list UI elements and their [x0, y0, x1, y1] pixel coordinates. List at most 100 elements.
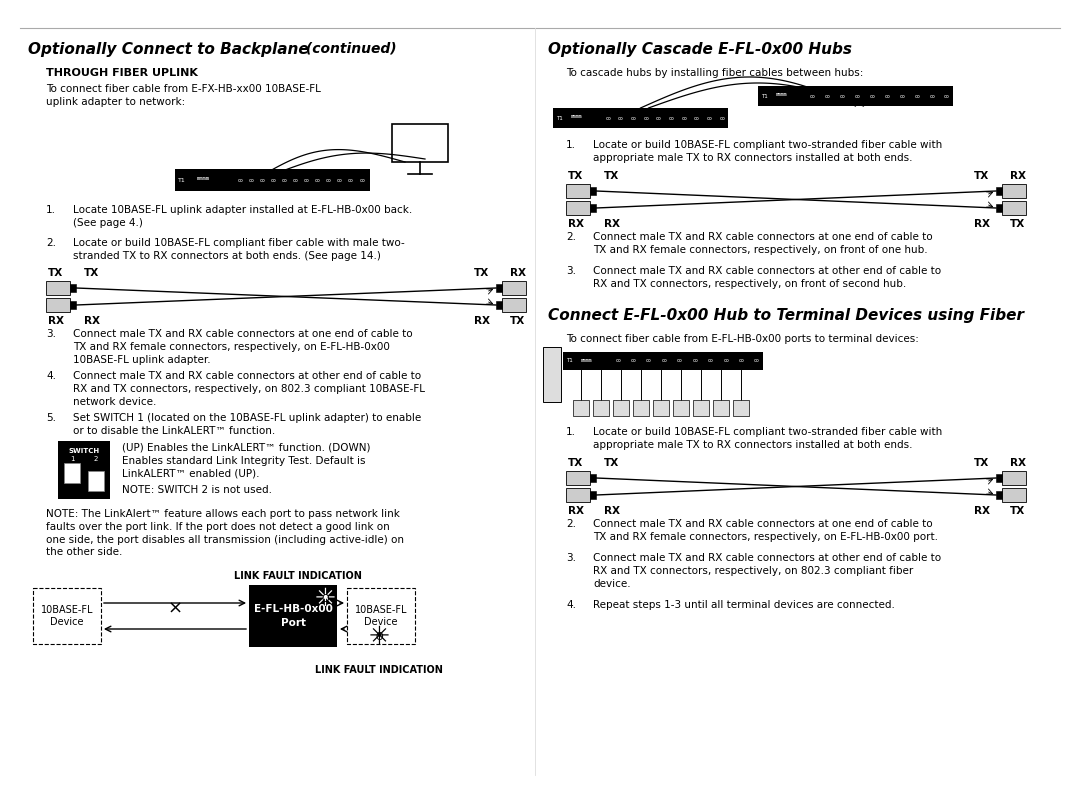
- Bar: [693, 400, 708, 416]
- Text: TX: TX: [604, 171, 619, 181]
- Bar: [496, 301, 502, 309]
- Text: oo: oo: [669, 115, 674, 121]
- Text: NOTE: The LinkAlert™ feature allows each port to pass network link
faults over t: NOTE: The LinkAlert™ feature allows each…: [46, 509, 404, 557]
- Text: Set SWITCH 1 (located on the 10BASE-FL uplink adapter) to enable
or to disable t: Set SWITCH 1 (located on the 10BASE-FL u…: [73, 413, 421, 436]
- Text: Connect E-FL-0x00 Hub to Terminal Devices using Fiber: Connect E-FL-0x00 Hub to Terminal Device…: [548, 308, 1024, 323]
- Bar: [1002, 471, 1026, 485]
- Text: oo: oo: [681, 115, 687, 121]
- Text: 1.: 1.: [566, 427, 576, 437]
- Text: TX: TX: [974, 458, 989, 468]
- Text: RX: RX: [48, 316, 64, 326]
- Bar: [1002, 201, 1026, 215]
- Text: 1: 1: [70, 456, 75, 462]
- Bar: [543, 347, 561, 402]
- Bar: [1002, 488, 1026, 502]
- Text: oo: oo: [869, 93, 876, 98]
- Text: oo: oo: [314, 177, 321, 182]
- Text: oo: oo: [348, 177, 354, 182]
- Text: RX: RX: [510, 268, 526, 278]
- Text: Connect male TX and RX cable connectors at one end of cable to
TX and RX female : Connect male TX and RX cable connectors …: [73, 329, 413, 364]
- Text: mmmm: mmmm: [571, 115, 582, 119]
- Text: TX: TX: [1010, 506, 1025, 516]
- Text: oo: oo: [248, 177, 254, 182]
- Text: ×: ×: [167, 600, 183, 618]
- Text: T1: T1: [178, 177, 186, 182]
- Text: LINK FAULT INDICATION: LINK FAULT INDICATION: [234, 571, 362, 581]
- Bar: [593, 400, 609, 416]
- Bar: [590, 474, 596, 482]
- Text: Connect male TX and RX cable connectors at one end of cable to
TX and RX female : Connect male TX and RX cable connectors …: [593, 519, 939, 542]
- Bar: [87, 471, 104, 491]
- Bar: [713, 400, 729, 416]
- Text: 5.: 5.: [46, 413, 56, 423]
- Text: Repeat steps 1-3 until all terminal devices are connected.: Repeat steps 1-3 until all terminal devi…: [593, 600, 895, 610]
- Text: oo: oo: [692, 359, 698, 363]
- Text: RX: RX: [474, 316, 490, 326]
- Text: To cascade hubs by installing fiber cables between hubs:: To cascade hubs by installing fiber cabl…: [566, 68, 863, 78]
- Bar: [733, 400, 750, 416]
- Text: T1: T1: [761, 93, 768, 98]
- Bar: [347, 588, 415, 644]
- Text: oo: oo: [754, 359, 760, 363]
- Text: Locate 10BASE-FL uplink adapter installed at E-FL-HB-0x00 back.
(See page 4.): Locate 10BASE-FL uplink adapter installe…: [73, 205, 413, 228]
- Text: oo: oo: [337, 177, 342, 182]
- Text: RX: RX: [84, 316, 100, 326]
- Bar: [496, 284, 502, 292]
- Text: oo: oo: [885, 93, 890, 98]
- Bar: [1002, 184, 1026, 198]
- Text: 2: 2: [94, 456, 98, 462]
- Bar: [249, 585, 337, 647]
- Text: oo: oo: [915, 93, 920, 98]
- Text: 2.: 2.: [566, 519, 576, 529]
- Text: Locate or build 10BASE-FL compliant two-stranded fiber cable with
appropriate ma: Locate or build 10BASE-FL compliant two-…: [593, 140, 942, 162]
- Text: oo: oo: [326, 177, 332, 182]
- Bar: [613, 400, 629, 416]
- Text: oo: oo: [739, 359, 744, 363]
- Text: T1: T1: [556, 115, 563, 121]
- Text: oo: oo: [724, 359, 729, 363]
- Text: oo: oo: [810, 93, 815, 98]
- Text: (continued): (continued): [301, 42, 396, 56]
- Text: RX: RX: [604, 506, 620, 516]
- Text: oo: oo: [825, 93, 831, 98]
- Text: SWITCH: SWITCH: [68, 448, 99, 454]
- Text: oo: oo: [259, 177, 265, 182]
- Bar: [590, 187, 596, 195]
- Text: 2.: 2.: [566, 232, 576, 242]
- Text: To connect fiber cable from E-FL-HB-0x00 ports to terminal devices:: To connect fiber cable from E-FL-HB-0x00…: [566, 334, 919, 344]
- Text: 4.: 4.: [46, 371, 56, 381]
- Text: oo: oo: [605, 115, 611, 121]
- Text: THROUGH FIBER UPLINK: THROUGH FIBER UPLINK: [46, 68, 198, 78]
- Text: Optionally Connect to Backplane: Optionally Connect to Backplane: [28, 42, 309, 57]
- Bar: [590, 204, 596, 212]
- Bar: [70, 301, 76, 309]
- Text: TX: TX: [604, 458, 619, 468]
- Text: oo: oo: [840, 93, 846, 98]
- Text: oo: oo: [929, 93, 935, 98]
- Text: oo: oo: [238, 177, 243, 182]
- Text: oo: oo: [616, 359, 621, 363]
- Text: TX: TX: [568, 171, 583, 181]
- Text: oo: oo: [944, 93, 950, 98]
- Text: Connect male TX and RX cable connectors at other end of cable to
RX and TX conne: Connect male TX and RX cable connectors …: [593, 266, 941, 289]
- Text: Connect male TX and RX cable connectors at other end of cable to
RX and TX conne: Connect male TX and RX cable connectors …: [593, 553, 941, 589]
- Bar: [46, 281, 70, 295]
- Bar: [33, 588, 102, 644]
- Bar: [566, 184, 590, 198]
- Text: RX: RX: [1010, 171, 1026, 181]
- Text: oo: oo: [693, 115, 700, 121]
- Bar: [653, 400, 669, 416]
- Text: oo: oo: [661, 359, 667, 363]
- Bar: [46, 298, 70, 312]
- Text: ✳: ✳: [314, 587, 336, 611]
- Text: oo: oo: [677, 359, 683, 363]
- Bar: [758, 86, 953, 106]
- Bar: [175, 169, 370, 191]
- Bar: [502, 298, 526, 312]
- Text: TX: TX: [84, 268, 99, 278]
- Bar: [996, 187, 1002, 195]
- Text: (UP) Enables the LinkALERT™ function. (DOWN)
Enables standard Link Integrity Tes: (UP) Enables the LinkALERT™ function. (D…: [122, 443, 370, 479]
- Bar: [633, 400, 649, 416]
- Text: oo: oo: [303, 177, 310, 182]
- Bar: [590, 491, 596, 499]
